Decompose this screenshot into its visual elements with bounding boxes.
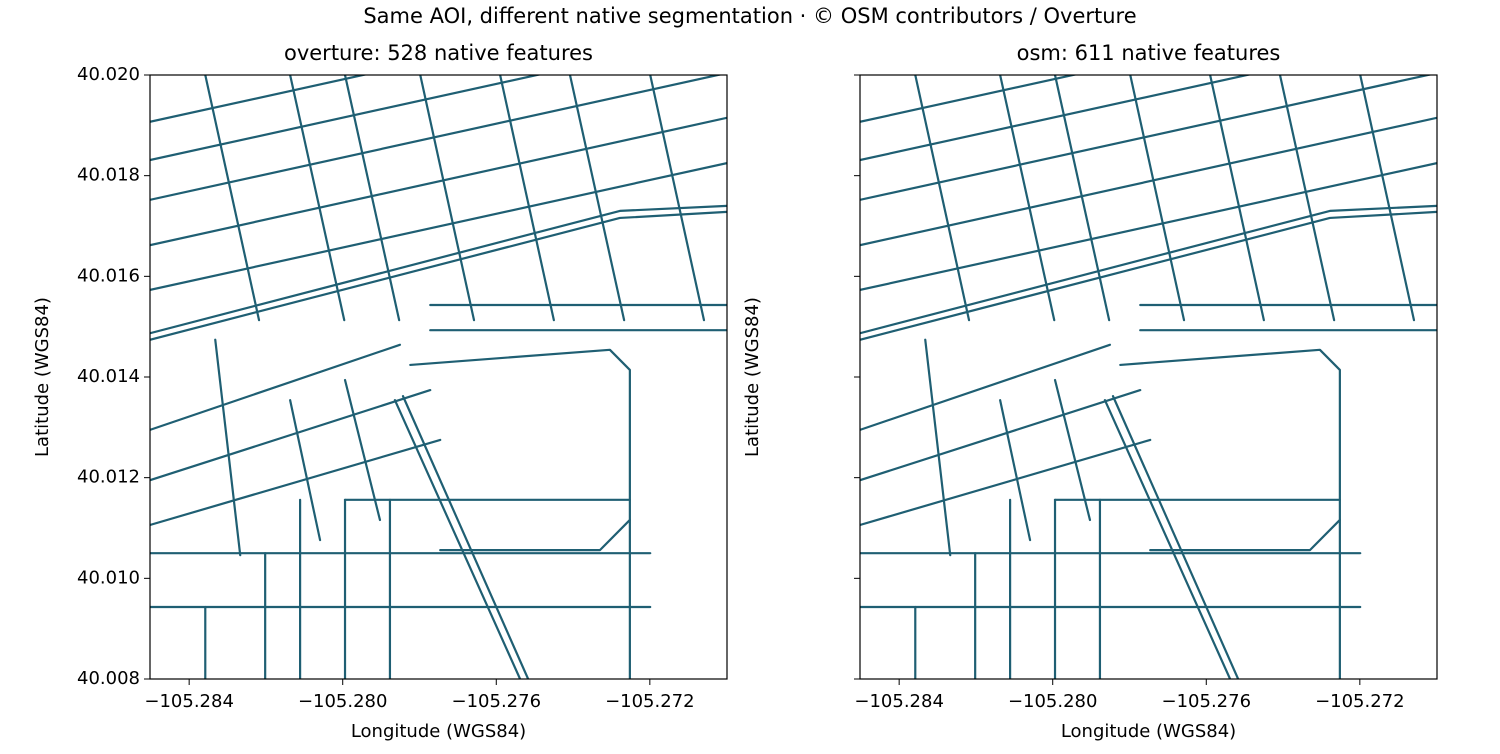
road [1359, 75, 1416, 322]
road [401, 395, 530, 679]
x-tick-label: −105.272 [1315, 691, 1405, 712]
road [409, 348, 631, 552]
y-tick-label: 40.014 [77, 366, 140, 387]
road [150, 210, 727, 341]
road [1053, 378, 1092, 522]
y-tick-label: 40.018 [77, 165, 140, 186]
axes-frame [149, 74, 728, 680]
road [1278, 75, 1336, 322]
road [860, 210, 1437, 341]
road [343, 75, 401, 322]
panel-title: overture: 528 native features [284, 41, 593, 65]
plot-area [150, 75, 727, 679]
road [860, 75, 1433, 201]
y-tick-label: 40.010 [77, 567, 140, 588]
road [999, 75, 1056, 322]
road [860, 438, 1152, 527]
x-tick-label: −105.280 [1008, 691, 1098, 712]
road [1053, 75, 1111, 322]
road [860, 75, 1079, 123]
road [150, 204, 727, 335]
road [1209, 75, 1265, 322]
road [999, 399, 1032, 542]
road [150, 343, 402, 431]
road [214, 338, 242, 557]
road [150, 388, 432, 482]
road [150, 75, 543, 162]
plot-area [860, 75, 1437, 679]
road [1111, 395, 1240, 679]
x-tick-label: −105.280 [298, 691, 388, 712]
x-tick-label: −105.284 [144, 691, 234, 712]
axes-frame [859, 74, 1438, 680]
road [649, 75, 706, 322]
road [860, 75, 1253, 162]
road [1119, 348, 1341, 552]
road [499, 75, 555, 322]
y-axis-label: Latitude (WGS84) [742, 297, 763, 457]
road [393, 399, 522, 679]
y-tick-label: 40.008 [77, 668, 140, 689]
road [150, 75, 723, 201]
x-tick-label: −105.272 [605, 691, 695, 712]
y-axis-label: Latitude (WGS84) [32, 297, 53, 457]
x-axis-label: Longitude (WGS84) [351, 721, 526, 742]
figure-title: Same AOI, different native segmentation … [363, 4, 1136, 28]
x-tick-label: −105.276 [1162, 691, 1252, 712]
road [924, 338, 952, 557]
road [204, 75, 261, 322]
road [150, 116, 727, 247]
y-tick-label: 40.020 [77, 64, 140, 85]
road [1129, 75, 1186, 322]
y-tick-label: 40.012 [77, 467, 140, 488]
road [150, 438, 442, 527]
road [289, 75, 346, 322]
road [568, 75, 626, 322]
road [150, 75, 369, 123]
road [343, 378, 382, 522]
x-tick-label: −105.276 [452, 691, 542, 712]
road [150, 161, 727, 292]
road [860, 388, 1142, 482]
x-axis-label: Longitude (WGS84) [1061, 721, 1236, 742]
road [860, 116, 1437, 247]
road [289, 399, 322, 542]
road [860, 343, 1112, 431]
road [914, 75, 971, 322]
road [1103, 399, 1232, 679]
x-tick-label: −105.284 [854, 691, 944, 712]
y-tick-label: 40.016 [77, 265, 140, 286]
road [419, 75, 476, 322]
road [860, 204, 1437, 335]
road [860, 161, 1437, 292]
panel-title: osm: 611 native features [1017, 41, 1281, 65]
